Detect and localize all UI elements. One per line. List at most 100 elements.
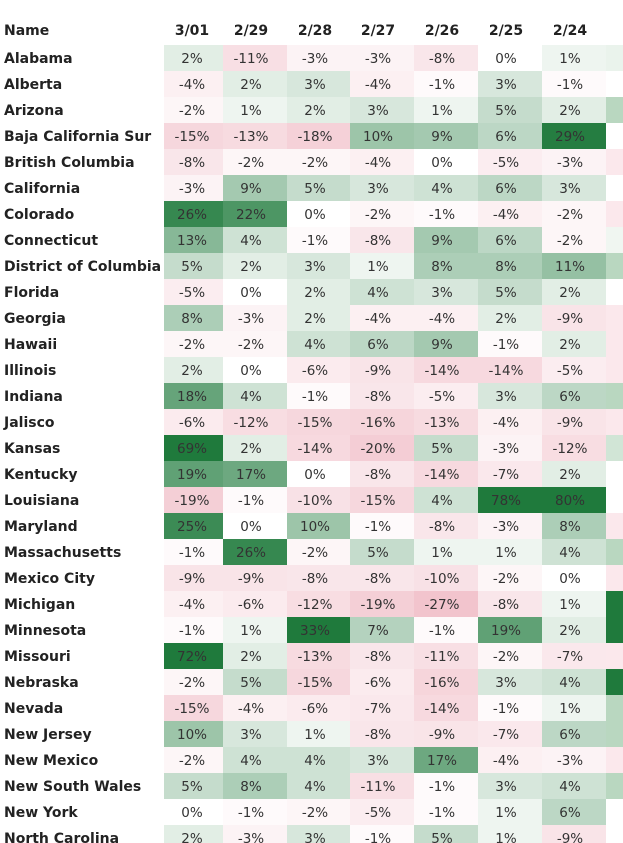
heatmap-cell xyxy=(350,591,414,617)
cell-value-label: -15% xyxy=(298,675,333,691)
heatmap-cell xyxy=(350,45,414,71)
cell-value-label: -9% xyxy=(557,311,583,327)
cell-value-label: -3% xyxy=(557,155,583,171)
partial-column-cell xyxy=(606,565,623,591)
cell-value-label: -2% xyxy=(302,545,328,561)
cell-value-label: 5% xyxy=(495,285,517,301)
heatmap-cell xyxy=(414,539,478,565)
cell-value-label: -10% xyxy=(298,493,333,509)
cell-value-label: 0% xyxy=(304,207,326,223)
heatmap-cell xyxy=(478,123,542,149)
cell-value-label: 17% xyxy=(427,753,457,769)
cell-value-label: 2% xyxy=(559,623,581,639)
date-column-headers: 3/01 2/29 2/28 2/27 2/26 2/25 2/24 xyxy=(175,23,588,39)
table-row: Maryland 25% 0% 10% -1% -8% -3% 8% xyxy=(4,513,623,539)
cell-value-label: -4% xyxy=(365,77,391,93)
cell-value-label: -1% xyxy=(429,77,455,93)
cell-value-label: 1% xyxy=(240,103,262,119)
heatmap-cell xyxy=(478,565,542,591)
heatmap-cell xyxy=(223,643,287,669)
row-name-label: Mexico City xyxy=(4,571,95,587)
row-name-label: Louisiana xyxy=(4,493,79,509)
partial-column-cell xyxy=(606,513,623,539)
cell-value-label: 2% xyxy=(240,259,262,275)
heatmap-cell xyxy=(164,695,228,721)
row-name-label: Kentucky xyxy=(4,467,77,483)
heatmap-cell xyxy=(478,669,542,695)
heatmap-cell xyxy=(287,175,351,201)
cell-value-label: 26% xyxy=(236,545,266,561)
cell-value-label: 9% xyxy=(431,129,453,145)
partial-column-cell xyxy=(606,643,623,669)
heatmap-cell xyxy=(164,643,228,669)
partial-column-cell xyxy=(606,71,623,97)
cell-value-label: 4% xyxy=(304,337,326,353)
heatmap-cell xyxy=(350,331,414,357)
row-name-label: Georgia xyxy=(4,311,66,327)
heatmap-cell xyxy=(223,227,287,253)
row-name-label: Nevada xyxy=(4,701,63,717)
heatmap-cell xyxy=(287,643,351,669)
cell-value-label: 2% xyxy=(181,831,203,843)
heatmap-cell xyxy=(542,747,606,773)
cell-value-label: -8% xyxy=(365,571,391,587)
table-row: Kansas 69% 2% -14% -20% 5% -3% -12% xyxy=(4,435,623,461)
cell-value-label: 6% xyxy=(495,233,517,249)
partial-column-cell xyxy=(606,305,623,331)
heatmap-cell xyxy=(542,279,606,305)
heatmap-cell xyxy=(350,747,414,773)
table-row: Hawaii -2% -2% 4% 6% 9% -1% 2% xyxy=(4,331,623,357)
heatmap-cell xyxy=(478,721,542,747)
cell-value-label: -1% xyxy=(179,623,205,639)
cell-value-label: 5% xyxy=(431,831,453,843)
heatmap-cell xyxy=(542,669,606,695)
cell-value-label: 1% xyxy=(367,259,389,275)
heatmap-cell xyxy=(414,253,478,279)
table-row: Jalisco -6% -12% -15% -16% -13% -4% -9% xyxy=(3,409,623,435)
heatmap-cell xyxy=(164,591,228,617)
row-name-label: New Jersey xyxy=(4,727,92,743)
cell-value-label: 26% xyxy=(177,207,207,223)
heatmap-cell xyxy=(414,825,478,843)
cell-value-label: 10% xyxy=(300,519,330,535)
row-name-label: Jalisco xyxy=(3,415,55,431)
heatmap-cell xyxy=(350,97,414,123)
heatmap-cell xyxy=(223,409,287,435)
cell-value-label: -7% xyxy=(365,701,391,717)
cell-value-label: -13% xyxy=(298,649,333,665)
heatmap-cell xyxy=(414,305,478,331)
heatmap-cell xyxy=(223,45,287,71)
cell-value-label: 5% xyxy=(495,103,517,119)
heatmap-cell xyxy=(287,565,351,591)
cell-value-label: 1% xyxy=(304,727,326,743)
cell-value-label: -1% xyxy=(429,805,455,821)
heatmap-cell xyxy=(164,175,228,201)
cell-value-label: -4% xyxy=(365,155,391,171)
heatmap-cell xyxy=(223,357,287,383)
cell-value-label: -8% xyxy=(429,51,455,67)
cell-value-label: -4% xyxy=(493,207,519,223)
cell-value-label: -1% xyxy=(493,701,519,717)
heatmap-cell xyxy=(223,279,287,305)
cell-value-label: 4% xyxy=(559,779,581,795)
heatmap-cell xyxy=(414,747,478,773)
heatmap-cell xyxy=(414,331,478,357)
heatmap-cell xyxy=(164,123,228,149)
heatmap-cell xyxy=(542,97,606,123)
cell-value-label: 6% xyxy=(559,389,581,405)
heatmap-cell xyxy=(478,279,542,305)
cell-value-label: -2% xyxy=(179,753,205,769)
heatmap-cell xyxy=(478,487,542,513)
cell-value-label: -19% xyxy=(175,493,210,509)
heatmap-cell xyxy=(164,383,228,409)
cell-value-label: -8% xyxy=(179,155,205,171)
cell-value-label: 19% xyxy=(177,467,207,483)
cell-value-label: -4% xyxy=(179,597,205,613)
heatmap-cell xyxy=(542,45,606,71)
cell-value-label: -16% xyxy=(425,675,460,691)
heatmap-cell xyxy=(223,149,287,175)
cell-value-label: 2% xyxy=(181,51,203,67)
heatmap-cell xyxy=(414,721,478,747)
cell-value-label: -8% xyxy=(365,233,391,249)
